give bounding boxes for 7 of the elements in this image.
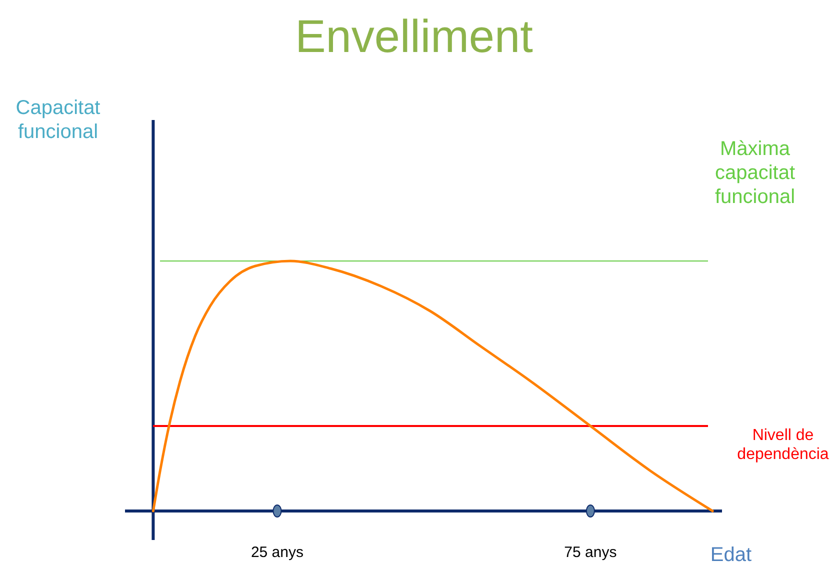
x-tick-label: 25 anys <box>250 544 304 561</box>
ref-line-label: Màxima capacitat funcional <box>714 138 796 208</box>
x-tick-label: 75 anys <box>564 544 617 561</box>
x-axis-title: Edat <box>710 544 752 564</box>
text: Capacitat funcional <box>16 97 101 143</box>
ref-line-label: Nivell de dependència <box>737 427 829 464</box>
chart-title: Envelliment <box>295 10 534 62</box>
